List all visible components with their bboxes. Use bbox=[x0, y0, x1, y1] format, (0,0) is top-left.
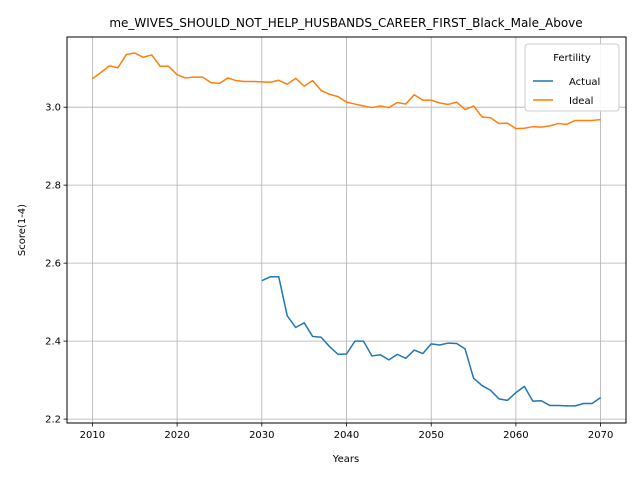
legend-box bbox=[524, 43, 620, 112]
series-lines bbox=[91, 52, 602, 407]
y-tick-label: 3.0 bbox=[45, 103, 61, 114]
chart-title: me_WIVES_SHOULD_NOT_HELP_HUSBANDS_CAREER… bbox=[109, 16, 582, 30]
legend-label-actual: Actual bbox=[569, 77, 600, 88]
x-tick-label: 2040 bbox=[334, 430, 359, 441]
x-tick-label: 2010 bbox=[80, 430, 105, 441]
y-axis-label: Score(1-4) bbox=[17, 204, 28, 256]
y-tick-label: 2.2 bbox=[45, 415, 61, 426]
grid bbox=[67, 37, 626, 423]
x-tick-label: 2030 bbox=[249, 430, 274, 441]
axis-ticks: 2010 2020 2030 2040 2050 2060 2070 2.2 2.4 2.6 2.8… bbox=[45, 103, 613, 441]
x-tick-label: 2060 bbox=[503, 430, 528, 441]
series-line-ideal bbox=[91, 52, 601, 130]
y-tick-label: 2.6 bbox=[45, 259, 61, 270]
legend: Fertility Actual Ideal bbox=[524, 43, 620, 112]
y-tick-label: 2.8 bbox=[45, 181, 61, 192]
x-tick-label: 2070 bbox=[588, 430, 613, 441]
x-tick-label: 2020 bbox=[164, 430, 189, 441]
x-axis-label: Years bbox=[332, 454, 359, 465]
legend-title: Fertility bbox=[553, 53, 591, 64]
y-tick-label: 2.4 bbox=[45, 337, 61, 348]
series-line-actual bbox=[261, 276, 602, 407]
legend-label-ideal: Ideal bbox=[569, 96, 593, 107]
x-tick-label: 2050 bbox=[418, 430, 443, 441]
